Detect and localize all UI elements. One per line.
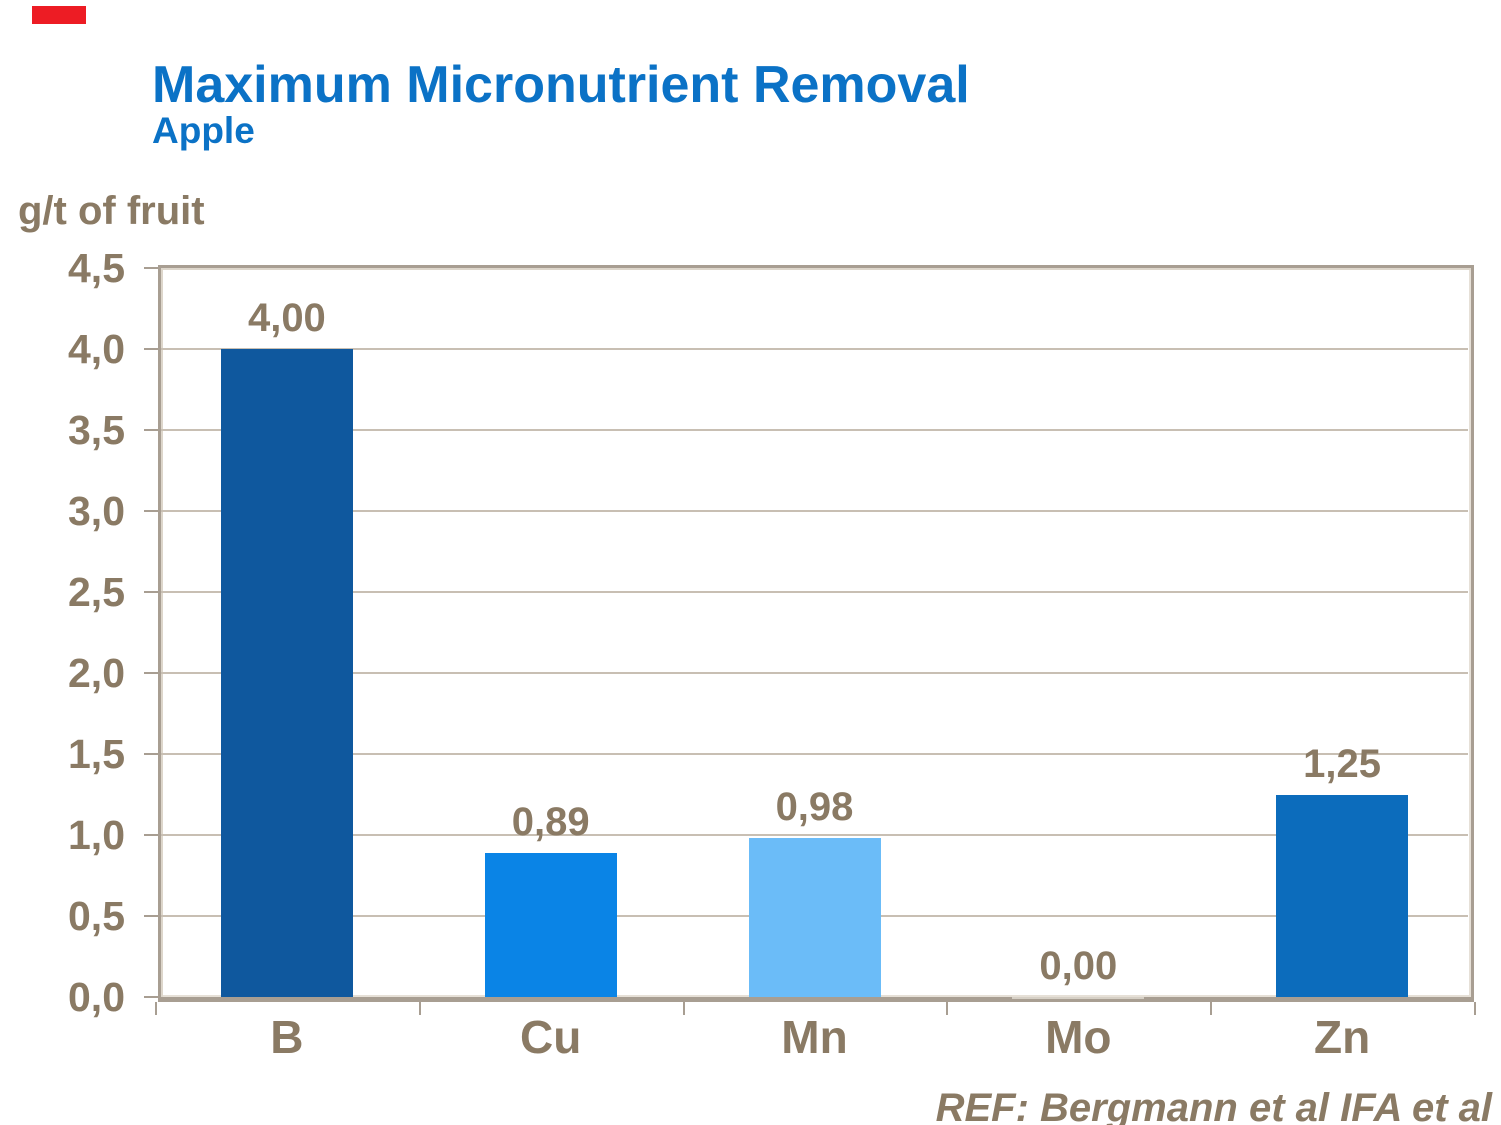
y-tick-label: 1,0 (68, 812, 125, 858)
y-tick-label: 2,5 (68, 569, 125, 615)
x-boundary-tick-mark (418, 1002, 421, 1015)
y-tick-mark (144, 429, 161, 431)
y-tick-label: 2,0 (68, 650, 125, 696)
x-category-label: Mo (1045, 1011, 1112, 1063)
bar-zn (1276, 794, 1409, 997)
zero-bar-line-mo (1012, 997, 1145, 999)
gridline (161, 510, 1468, 512)
gridline (161, 834, 1468, 836)
bar-cu (484, 852, 617, 997)
x-category-label: Mn (781, 1011, 848, 1063)
x-boundary-tick-mark (155, 1002, 157, 1015)
y-tick-mark (144, 591, 161, 593)
y-tick-label: 3,5 (68, 407, 125, 453)
y-axis-unit-label: g/t of fruit (18, 189, 205, 233)
bar-value-label: 0,89 (511, 799, 590, 844)
y-tick-mark (144, 753, 161, 755)
x-category-label: Cu (520, 1011, 582, 1063)
x-category-label: B (270, 1011, 304, 1063)
bar-value-label: 0,98 (775, 785, 854, 830)
y-tick-mark (144, 915, 161, 917)
chart-title: Maximum Micronutrient Removal (152, 56, 970, 114)
bar-value-label: 4,00 (247, 296, 326, 340)
y-tick-mark (144, 510, 161, 512)
y-tick-mark (144, 996, 161, 998)
x-category-label: Zn (1313, 1011, 1371, 1063)
gridline (161, 429, 1468, 431)
y-tick-label: 1,5 (68, 731, 125, 777)
x-boundary-tick-mark (682, 1002, 685, 1015)
red-accent-bar (32, 6, 86, 24)
y-tick-mark (144, 348, 161, 350)
y-tick-label: 0,0 (68, 974, 125, 1020)
y-tick-label: 0,5 (68, 893, 125, 939)
chart-subtitle: Apple (152, 110, 255, 151)
y-tick-mark (144, 834, 161, 836)
bar-b (220, 349, 353, 997)
gridline (161, 753, 1468, 755)
x-boundary-tick-mark (1210, 1002, 1213, 1015)
y-tick-mark (144, 672, 161, 674)
y-tick-label: 4,0 (68, 326, 125, 372)
gridline (161, 591, 1468, 593)
x-boundary-tick-mark (946, 1002, 949, 1015)
gridline (161, 672, 1468, 674)
bar-mn (748, 838, 881, 997)
bar-value-label: 0,00 (1039, 944, 1118, 988)
y-tick-mark (144, 267, 161, 269)
y-tick-label: 3,0 (68, 488, 125, 534)
x-boundary-tick-mark (1474, 1002, 1476, 1015)
gridline (161, 348, 1468, 350)
y-tick-label: 4,5 (68, 245, 125, 291)
reference-note: REF: Bergmann et al IFA et al (935, 1086, 1492, 1125)
bar-value-label: 1,25 (1303, 741, 1382, 786)
